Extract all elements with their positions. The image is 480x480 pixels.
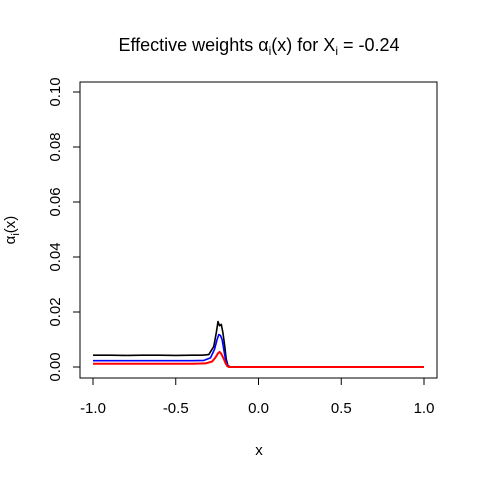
x-axis: -1.0 -0.5 0.0 0.5 1.0 (80, 377, 435, 417)
x-tick-label-4: 1.0 (414, 400, 435, 417)
y-tick-label-2: 0.04 (47, 242, 64, 271)
y-tick-label-5: 0.10 (47, 77, 64, 106)
x-tick-label-3: 0.5 (331, 400, 352, 417)
y-tick-label-0: 0.00 (47, 352, 64, 381)
x-tick-label-0: -1.0 (80, 400, 106, 417)
y-tick-label-1: 0.02 (47, 297, 64, 326)
series-line-3 (93, 350, 424, 368)
x-axis-title: x (255, 442, 263, 459)
series-layer (93, 320, 424, 368)
y-tick-label-3: 0.06 (47, 187, 64, 216)
series-line-2 (93, 333, 424, 368)
y-axis: 0.00 0.02 0.04 0.06 0.08 0.10 (47, 77, 81, 382)
y-tick-label-4: 0.08 (47, 132, 64, 161)
plot-frame (79, 81, 438, 379)
chart-title: Effective weights αi(x) for Xi = -0.24 (118, 35, 399, 58)
x-tick-label-1: -0.5 (163, 400, 189, 417)
y-axis-title: αi(x) (2, 216, 22, 245)
x-tick-label-2: 0.0 (248, 400, 269, 417)
